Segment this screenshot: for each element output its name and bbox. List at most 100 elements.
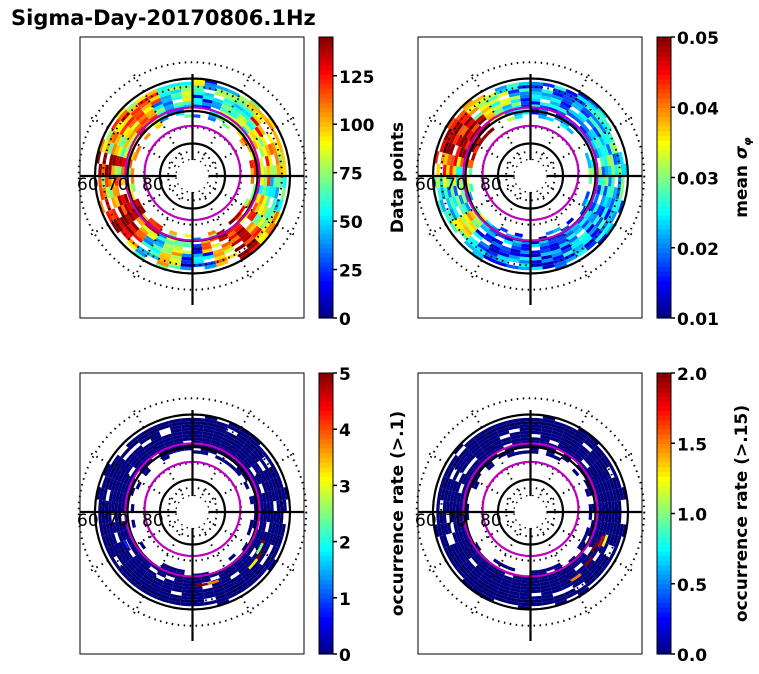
heatmap-bin <box>131 183 136 192</box>
heatmap-bin <box>501 439 512 446</box>
heatmap-bin <box>460 126 469 137</box>
heatmap-bin <box>452 543 461 555</box>
colorbar-segment <box>657 121 671 127</box>
heatmap-bin <box>214 454 224 462</box>
heatmap-bin <box>238 248 250 258</box>
colorbar-segment <box>319 313 333 319</box>
heatmap-bin <box>452 480 459 492</box>
heatmap-bin <box>251 128 261 139</box>
heatmap-bin <box>276 164 281 176</box>
heatmap-bin <box>249 452 260 463</box>
heatmap-bin <box>139 116 149 126</box>
heatmap-bin <box>249 561 260 572</box>
heatmap-bin <box>150 227 160 236</box>
colorbar-segment <box>319 499 333 505</box>
colorbar-segment <box>319 37 333 43</box>
heatmap-bin <box>518 266 531 271</box>
heatmap-bin <box>247 576 260 587</box>
heatmap-bin <box>145 424 158 434</box>
heatmap-bin <box>251 140 259 150</box>
heatmap-bin <box>201 245 212 251</box>
colorbar-segment <box>657 186 671 193</box>
heatmap-bin <box>231 441 242 451</box>
heatmap-bin <box>453 155 459 167</box>
heatmap-bin <box>601 166 606 176</box>
heatmap-bin <box>530 586 541 590</box>
heatmap-bin <box>265 468 274 480</box>
heatmap-bin <box>181 430 193 435</box>
heatmap-bin <box>151 436 163 445</box>
colorbar-segment <box>319 149 333 155</box>
heatmap-bin <box>211 242 222 249</box>
heatmap-bin <box>148 430 161 439</box>
colorbar-segment <box>657 55 671 62</box>
heatmap-bin <box>181 259 193 264</box>
heatmap-bin <box>611 512 615 524</box>
heatmap-bin <box>607 176 612 187</box>
heatmap-bin <box>256 124 266 136</box>
heatmap-bin <box>139 562 149 572</box>
heatmap-bin <box>589 202 597 212</box>
heatmap-bin <box>169 89 182 95</box>
heatmap-bin <box>228 232 239 241</box>
heatmap-bin <box>608 154 615 166</box>
heatmap-bin <box>108 186 115 198</box>
heatmap-bin <box>589 476 597 486</box>
heatmap-bin <box>267 116 277 129</box>
colorbar-segment <box>319 158 333 165</box>
heatmap-bin <box>211 581 223 588</box>
heatmap-bin <box>459 493 465 504</box>
heatmap-bin <box>460 215 469 226</box>
heatmap-bin <box>117 135 125 147</box>
heatmap-bin <box>592 462 601 473</box>
heatmap-bin <box>473 567 484 577</box>
heatmap-bin <box>600 469 609 481</box>
heatmap-bin <box>145 590 158 600</box>
heatmap-bin <box>236 213 245 222</box>
heatmap-bin <box>232 221 241 231</box>
heatmap-bin <box>222 579 234 588</box>
heatmap-bin <box>154 222 164 230</box>
heatmap-bin <box>503 575 513 582</box>
heatmap-bin <box>539 241 550 247</box>
heatmap-bin <box>203 254 215 260</box>
colorbar-segment <box>657 88 671 94</box>
heatmap-bin <box>566 111 577 120</box>
heatmap-bin <box>458 204 466 215</box>
heatmap-bin <box>597 535 605 548</box>
colorbar-segment <box>657 154 671 160</box>
heatmap-bin <box>617 500 622 512</box>
heatmap-bin <box>184 114 193 119</box>
heatmap-bin <box>599 492 605 503</box>
heatmap-bin <box>617 164 622 176</box>
heatmap-bin <box>117 502 122 512</box>
heatmap-bin <box>135 461 145 471</box>
heatmap-bin <box>236 130 245 139</box>
heatmap-bin <box>211 439 222 446</box>
heatmap-bin <box>483 235 494 244</box>
heatmap-bin <box>471 123 480 133</box>
colorbar-segment <box>319 125 333 132</box>
heatmap-bin <box>499 248 511 255</box>
heatmap-bin <box>234 455 244 464</box>
heatmap-bin <box>201 101 212 107</box>
heatmap-bin <box>115 521 121 533</box>
colorbar-segment <box>319 233 333 239</box>
heatmap-bin <box>218 571 229 579</box>
heatmap-bin <box>105 210 114 224</box>
heatmap-bin <box>593 148 600 159</box>
heatmap-bin <box>123 148 130 159</box>
heatmap-bin <box>550 97 562 104</box>
heatmap-bin <box>280 187 286 201</box>
heatmap-bin <box>564 566 575 574</box>
heatmap-bin <box>519 592 531 597</box>
heatmap-bin <box>280 487 286 501</box>
heatmap-bin <box>116 554 126 566</box>
colorbar-segment <box>657 158 671 165</box>
heatmap-bin <box>165 239 175 246</box>
heatmap-bin <box>118 156 124 167</box>
heatmap-bin <box>599 482 606 493</box>
heatmap-bin <box>241 108 253 119</box>
heatmap-bin <box>600 543 609 555</box>
